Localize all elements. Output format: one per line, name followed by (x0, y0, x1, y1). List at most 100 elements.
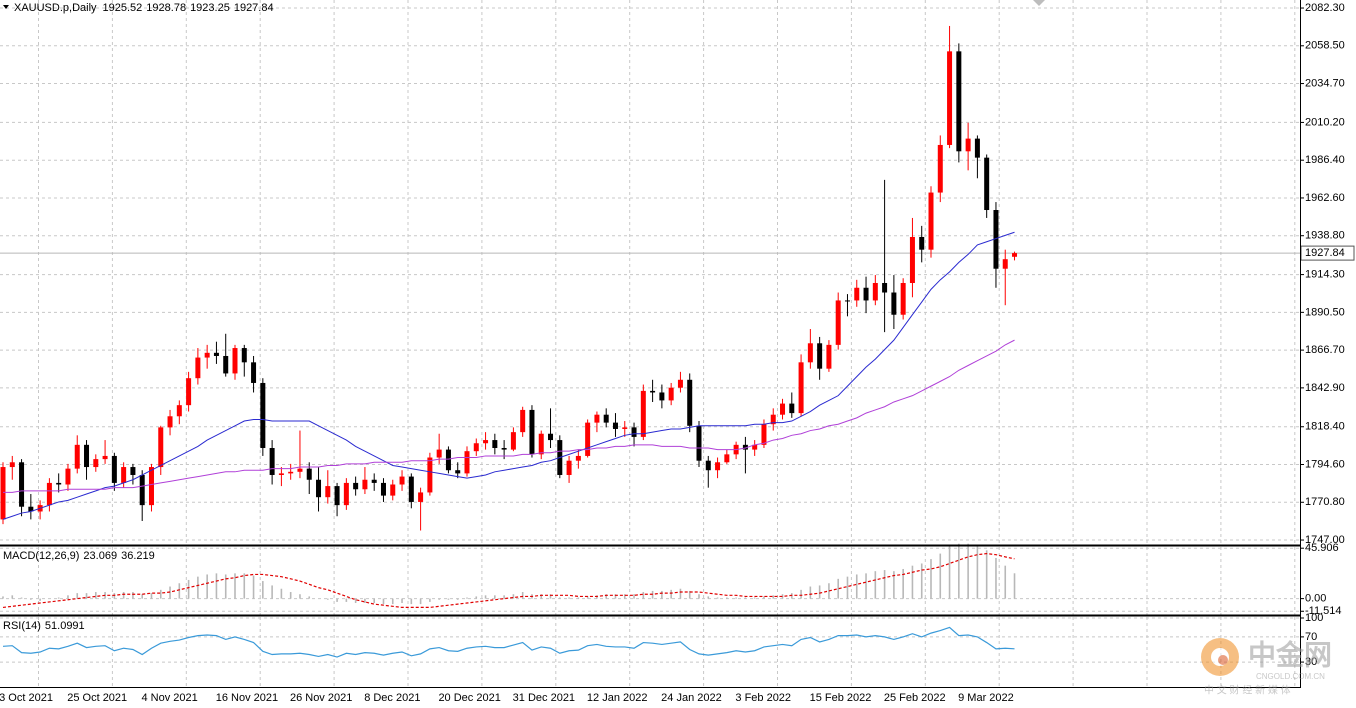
candle-body (752, 444, 758, 450)
candle-body (696, 425, 702, 461)
candle-body (612, 422, 618, 429)
candle-body (167, 416, 173, 428)
candle-body (251, 362, 257, 383)
candle-body (278, 473, 284, 475)
y-tick-label: 2058.50 (1305, 40, 1345, 52)
candle-body (130, 467, 136, 475)
moving-average-line (2, 231, 1015, 520)
candle-body (176, 405, 182, 417)
candle-body (436, 449, 442, 458)
candle-body (937, 144, 943, 193)
y-tick-label: -11.514 (1305, 605, 1342, 617)
candle-body (882, 282, 888, 293)
rsi-title: RSI(14) (3, 620, 41, 632)
candle-body (789, 403, 795, 414)
candle-body (455, 470, 461, 474)
candle-body (28, 506, 34, 512)
x-tick-label: 13 Oct 2021 (0, 692, 53, 704)
y-tick-label: 1866.70 (1305, 344, 1345, 356)
x-tick-label: 9 Mar 2022 (958, 692, 1014, 704)
candle-body (1002, 259, 1008, 269)
x-tick-label: 31 Dec 2021 (513, 692, 575, 704)
candle-body (74, 444, 80, 469)
high: 1928.78 (146, 2, 186, 14)
candle-body (102, 455, 108, 460)
candle-body (46, 482, 52, 506)
candle-body (241, 348, 247, 363)
candle-body (715, 462, 721, 471)
y-tick-label: 0.00 (1305, 593, 1326, 605)
y-tick-label: 1890.50 (1305, 306, 1345, 318)
candle-body (464, 451, 470, 474)
candle-body (65, 468, 71, 485)
candle-body (900, 282, 906, 315)
candle-body (445, 449, 451, 471)
x-tick-label: 12 Jan 2022 (587, 692, 648, 704)
candle-body (0, 467, 6, 520)
candle-body (538, 433, 544, 455)
macd-signal: 36.219 (121, 550, 155, 562)
candle-body (575, 455, 581, 461)
candle-body (408, 476, 414, 502)
candle-body (380, 482, 386, 496)
x-tick-label: 8 Dec 2021 (364, 692, 420, 704)
macd-title: MACD(12,26,9) (3, 550, 79, 562)
candle-body (325, 486, 331, 498)
x-tick-label: 25 Feb 2022 (884, 692, 946, 704)
candle-body (770, 414, 776, 425)
y-tick-label: 1842.90 (1305, 382, 1345, 394)
candle-body (186, 378, 192, 406)
candle-body (984, 157, 990, 211)
vertical-grid (38, 0, 1296, 687)
watermark-tagline: 中 文 财 经 新 媒 体 (1204, 684, 1291, 697)
y-tick-label: 2034.70 (1305, 77, 1345, 89)
rsi-header: RSI(14) 51.0991 (3, 620, 85, 632)
candle-body (640, 390, 646, 437)
y-tick-label: 1962.60 (1305, 192, 1345, 204)
candle-body (603, 414, 609, 423)
candle-body (872, 282, 878, 301)
candle-body (232, 348, 238, 374)
candle-body (622, 427, 628, 429)
price-header: XAUUSD.p,Daily 1925.52 1928.78 1923.25 1927.… (14, 2, 274, 14)
candle-body (306, 468, 312, 480)
candle-body (798, 362, 804, 414)
candle-body (594, 414, 600, 423)
candle-body (705, 460, 711, 471)
indicator-line (2, 626, 1015, 658)
candle-body (947, 51, 953, 145)
candle-body (362, 479, 368, 490)
candle-body (269, 448, 275, 475)
x-tick-label: 26 Nov 2021 (290, 692, 352, 704)
candle-body (204, 352, 210, 358)
x-tick-label: 16 Nov 2021 (216, 692, 278, 704)
candle-body (213, 352, 219, 356)
candle-body (139, 474, 145, 506)
candle-body (19, 462, 25, 507)
candle-body (677, 379, 683, 388)
candle-body (826, 344, 832, 369)
candle-body (780, 403, 786, 415)
y-tick-label: 1818.40 (1305, 421, 1345, 433)
x-tick-label: 4 Nov 2021 (141, 692, 197, 704)
header-marker (3, 5, 9, 9)
watermark-domain: CNGOLD.COM.CN (1256, 672, 1325, 681)
candle-body (399, 476, 405, 485)
candle-body (111, 455, 117, 483)
candle-body (316, 479, 322, 498)
x-tick-label: 25 Oct 2021 (67, 692, 127, 704)
candle-body (835, 300, 841, 345)
candle-body (427, 457, 433, 493)
candle-body (854, 287, 860, 301)
candle-body (585, 422, 591, 456)
candle-body (501, 448, 507, 450)
low: 1923.25 (190, 2, 230, 14)
candle-body (761, 424, 767, 445)
candle-body (891, 292, 897, 315)
candle-body (659, 392, 665, 401)
y-tick-label: 1986.40 (1305, 154, 1345, 166)
candle-body (520, 409, 526, 433)
x-tick-label: 15 Feb 2022 (810, 692, 872, 704)
candle-body (473, 443, 479, 452)
